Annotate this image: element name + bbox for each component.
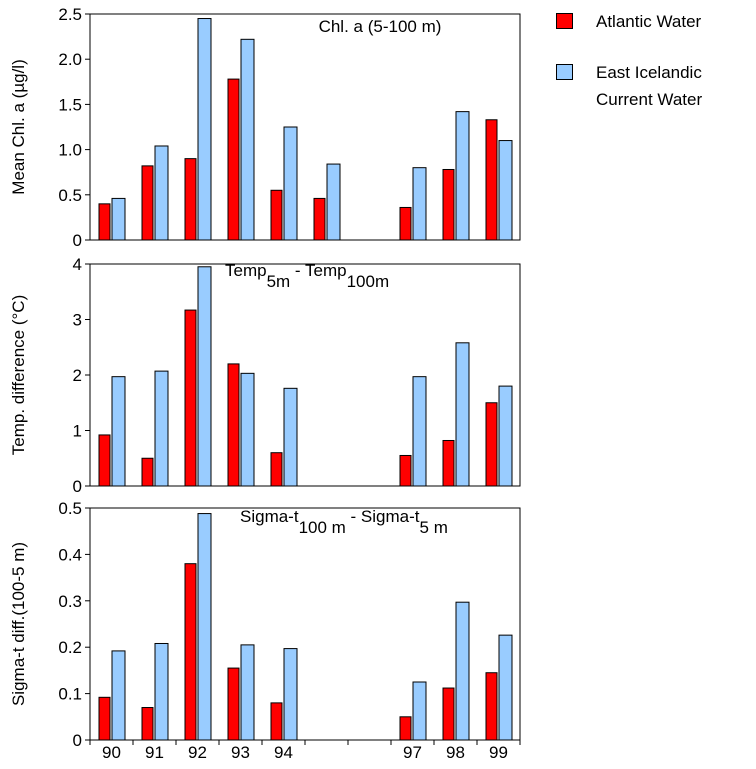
bar bbox=[240, 644, 255, 741]
x-tick-label: 92 bbox=[188, 743, 207, 762]
bar bbox=[270, 702, 283, 741]
legend: Atlantic Water East Icelandic Current Wa… bbox=[556, 8, 726, 137]
bar bbox=[455, 111, 470, 241]
y-tick-label: 0.5 bbox=[58, 186, 82, 205]
x-tick-label: 99 bbox=[489, 743, 508, 762]
bar bbox=[412, 376, 427, 487]
bar bbox=[485, 402, 498, 487]
y-tick-label: 1.0 bbox=[58, 141, 82, 160]
x-tick-label: 90 bbox=[102, 743, 121, 762]
legend-item: Atlantic Water bbox=[556, 8, 726, 35]
bar bbox=[111, 197, 126, 241]
legend-item: East Icelandic Current Water bbox=[556, 59, 726, 113]
x-tick-label: 91 bbox=[145, 743, 164, 762]
bar bbox=[313, 197, 326, 241]
bar bbox=[498, 385, 513, 487]
bar bbox=[184, 158, 197, 241]
title-part: Sigma-t bbox=[240, 507, 299, 526]
panel-title: Sigma-t100 m - Sigma-t5 m bbox=[240, 507, 448, 537]
legend-label: East Icelandic Current Water bbox=[596, 63, 703, 109]
bar bbox=[154, 145, 169, 241]
bar bbox=[399, 206, 412, 241]
y-tick-label: 0.3 bbox=[58, 592, 82, 611]
bar bbox=[412, 167, 427, 241]
bar bbox=[154, 370, 169, 487]
y-tick-label: 0.2 bbox=[58, 638, 82, 657]
legend-swatch bbox=[556, 64, 573, 80]
bar bbox=[399, 716, 412, 741]
x-tick-label: 97 bbox=[403, 743, 422, 762]
bar bbox=[141, 457, 154, 487]
y-tick-label: 2.5 bbox=[58, 5, 82, 24]
bar bbox=[141, 707, 154, 741]
bar bbox=[184, 309, 197, 487]
y-tick-label: 0.4 bbox=[58, 545, 82, 564]
bar bbox=[455, 342, 470, 487]
bar bbox=[98, 434, 111, 487]
x-tick-label: 98 bbox=[446, 743, 465, 762]
bar bbox=[154, 642, 169, 741]
y-tick-label: 1.5 bbox=[58, 95, 82, 114]
bar bbox=[412, 681, 427, 741]
y-tick-label: 4 bbox=[73, 255, 82, 274]
y-tick-label: 2 bbox=[73, 366, 82, 385]
plot-frame bbox=[89, 13, 521, 241]
bar bbox=[111, 650, 126, 741]
bar bbox=[227, 363, 240, 487]
y-tick-label: 0 bbox=[73, 477, 82, 496]
bar bbox=[111, 376, 126, 487]
y-tick-label: 2.0 bbox=[58, 50, 82, 69]
bar bbox=[498, 140, 513, 241]
y-tick-label: 1 bbox=[73, 422, 82, 441]
title-part: Temp bbox=[225, 261, 267, 280]
bar bbox=[326, 163, 341, 241]
bar bbox=[442, 168, 455, 241]
bar bbox=[227, 667, 240, 741]
y-axis-label: Sigma-t diff.(100-5 m) bbox=[9, 542, 28, 706]
bar bbox=[197, 513, 212, 741]
y-tick-label: 0.1 bbox=[58, 685, 82, 704]
title-part: - Sigma-t bbox=[346, 507, 420, 526]
panel-title: Chl. a (5-100 m) bbox=[319, 17, 442, 36]
bar bbox=[240, 38, 255, 241]
y-tick-label: 0.5 bbox=[58, 499, 82, 518]
legend-swatch bbox=[556, 13, 573, 29]
bar bbox=[455, 601, 470, 741]
bar bbox=[270, 452, 283, 487]
title-part: 5 m bbox=[420, 518, 448, 537]
x-tick-label: 94 bbox=[274, 743, 293, 762]
bar bbox=[197, 18, 212, 241]
y-tick-label: 0 bbox=[73, 231, 82, 250]
bar bbox=[227, 78, 240, 241]
bar bbox=[283, 648, 298, 741]
bar bbox=[270, 189, 283, 241]
y-tick-label: 3 bbox=[73, 311, 82, 330]
legend-label: Atlantic Water bbox=[596, 12, 702, 31]
title-part: 100 m bbox=[299, 518, 346, 537]
title-part: 100m bbox=[347, 272, 390, 291]
bar bbox=[442, 687, 455, 741]
y-tick-label: 0 bbox=[73, 731, 82, 750]
bar bbox=[485, 672, 498, 741]
panel-title: Temp5m - Temp100m bbox=[225, 261, 389, 291]
bar bbox=[498, 634, 513, 741]
y-axis-label: Mean Chl. a (µg/l) bbox=[9, 59, 28, 194]
title-part: - Temp bbox=[290, 261, 346, 280]
title-part: 5m bbox=[267, 272, 291, 291]
y-axis-label: Temp. difference (°C) bbox=[9, 295, 28, 456]
bar bbox=[485, 119, 498, 241]
bar bbox=[240, 372, 255, 487]
bar bbox=[283, 126, 298, 241]
bar bbox=[197, 266, 212, 487]
bar bbox=[399, 454, 412, 487]
x-tick-label: 93 bbox=[231, 743, 250, 762]
bar bbox=[141, 165, 154, 241]
bar bbox=[184, 563, 197, 741]
bar bbox=[283, 387, 298, 487]
bar bbox=[98, 203, 111, 241]
bar bbox=[442, 439, 455, 487]
bar bbox=[98, 696, 111, 741]
